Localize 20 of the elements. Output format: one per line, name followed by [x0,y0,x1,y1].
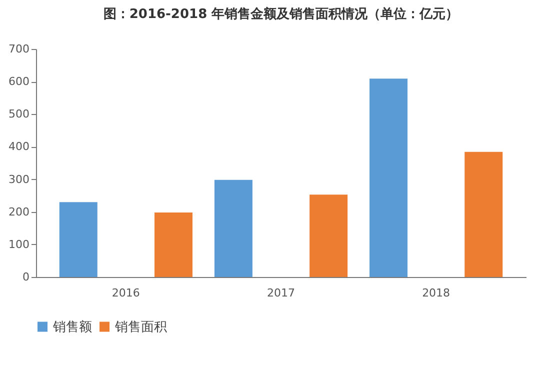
bar [214,180,252,277]
x-tick-label: 2018 [422,286,450,300]
bar [310,194,348,277]
bar [464,152,503,277]
x-tick-label: 2017 [267,286,295,300]
x-tick-label: 2016 [112,286,140,300]
chart-title: 图：2016-2018 年销售金额及销售面积情况（单位：亿元） [103,6,459,22]
y-tick-label: 200 [8,205,30,218]
bar [370,78,408,277]
y-tick-label: 600 [8,75,30,88]
y-tick-label: 500 [8,108,30,121]
y-tick-label: 400 [8,140,30,154]
bar [154,212,192,277]
y-tick-label: 700 [8,42,30,56]
bar [59,202,98,277]
y-tick-label: 0 [22,270,30,284]
y-tick-label: 300 [8,172,30,186]
legend-label: 销售额 [52,320,92,335]
legend-label: 销售面积 [114,320,167,335]
y-tick-label: 100 [8,238,30,251]
